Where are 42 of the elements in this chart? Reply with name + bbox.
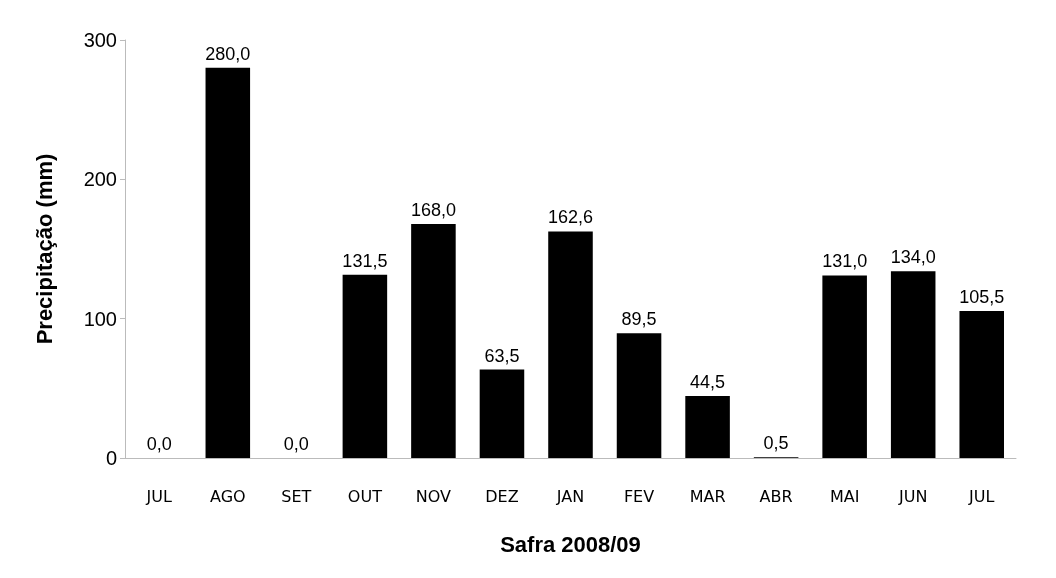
data-label: 0,0 <box>146 434 172 454</box>
data-label: 105,5 <box>959 287 1005 307</box>
bar <box>548 231 593 458</box>
x-tick-label: MAR <box>689 486 726 506</box>
data-label: 168,0 <box>410 199 456 220</box>
data-label: 44,5 <box>690 372 726 392</box>
bar <box>685 396 730 458</box>
x-tick-label: NOV <box>415 486 452 506</box>
x-tick-label: OUT <box>347 486 383 506</box>
y-tick-label: 0 <box>105 447 117 469</box>
x-tick-label: AGO <box>209 486 246 506</box>
bar <box>411 223 456 458</box>
data-label: 0,0 <box>283 434 309 454</box>
x-tick-label: JUN <box>897 486 928 506</box>
bar <box>822 275 867 458</box>
data-label: 131,0 <box>822 251 868 272</box>
data-label: 0,5 <box>763 433 789 454</box>
data-label: 131,5 <box>342 250 388 271</box>
y-tick-label: 200 <box>83 168 117 191</box>
y-tick-label: 300 <box>83 29 117 51</box>
bar <box>890 271 936 458</box>
bar <box>479 369 525 458</box>
data-label: 280,0 <box>205 43 251 64</box>
x-axis-title: Safra 2008/09 <box>500 531 641 557</box>
x-tick-label: DEZ <box>485 486 519 506</box>
x-tick-label: SET <box>281 486 312 506</box>
x-tick-label: JUL <box>145 486 173 506</box>
bar <box>616 333 662 458</box>
y-tick-label: 100 <box>83 307 117 330</box>
data-label: 63,5 <box>484 345 520 366</box>
x-tick-label: JAN <box>555 486 585 506</box>
y-axis-title: Precipitação (mm) <box>31 153 57 345</box>
data-label: 89,5 <box>621 309 657 330</box>
x-tick-label: FEV <box>623 486 655 506</box>
bar <box>959 311 1005 458</box>
bar <box>342 274 388 458</box>
x-tick-label: JUL <box>968 486 995 506</box>
bar <box>205 67 251 458</box>
data-label: 134,0 <box>890 247 936 268</box>
x-tick-label: MAI <box>829 486 860 506</box>
data-label: 162,6 <box>547 207 594 228</box>
x-tick-label: ABR <box>759 486 793 506</box>
